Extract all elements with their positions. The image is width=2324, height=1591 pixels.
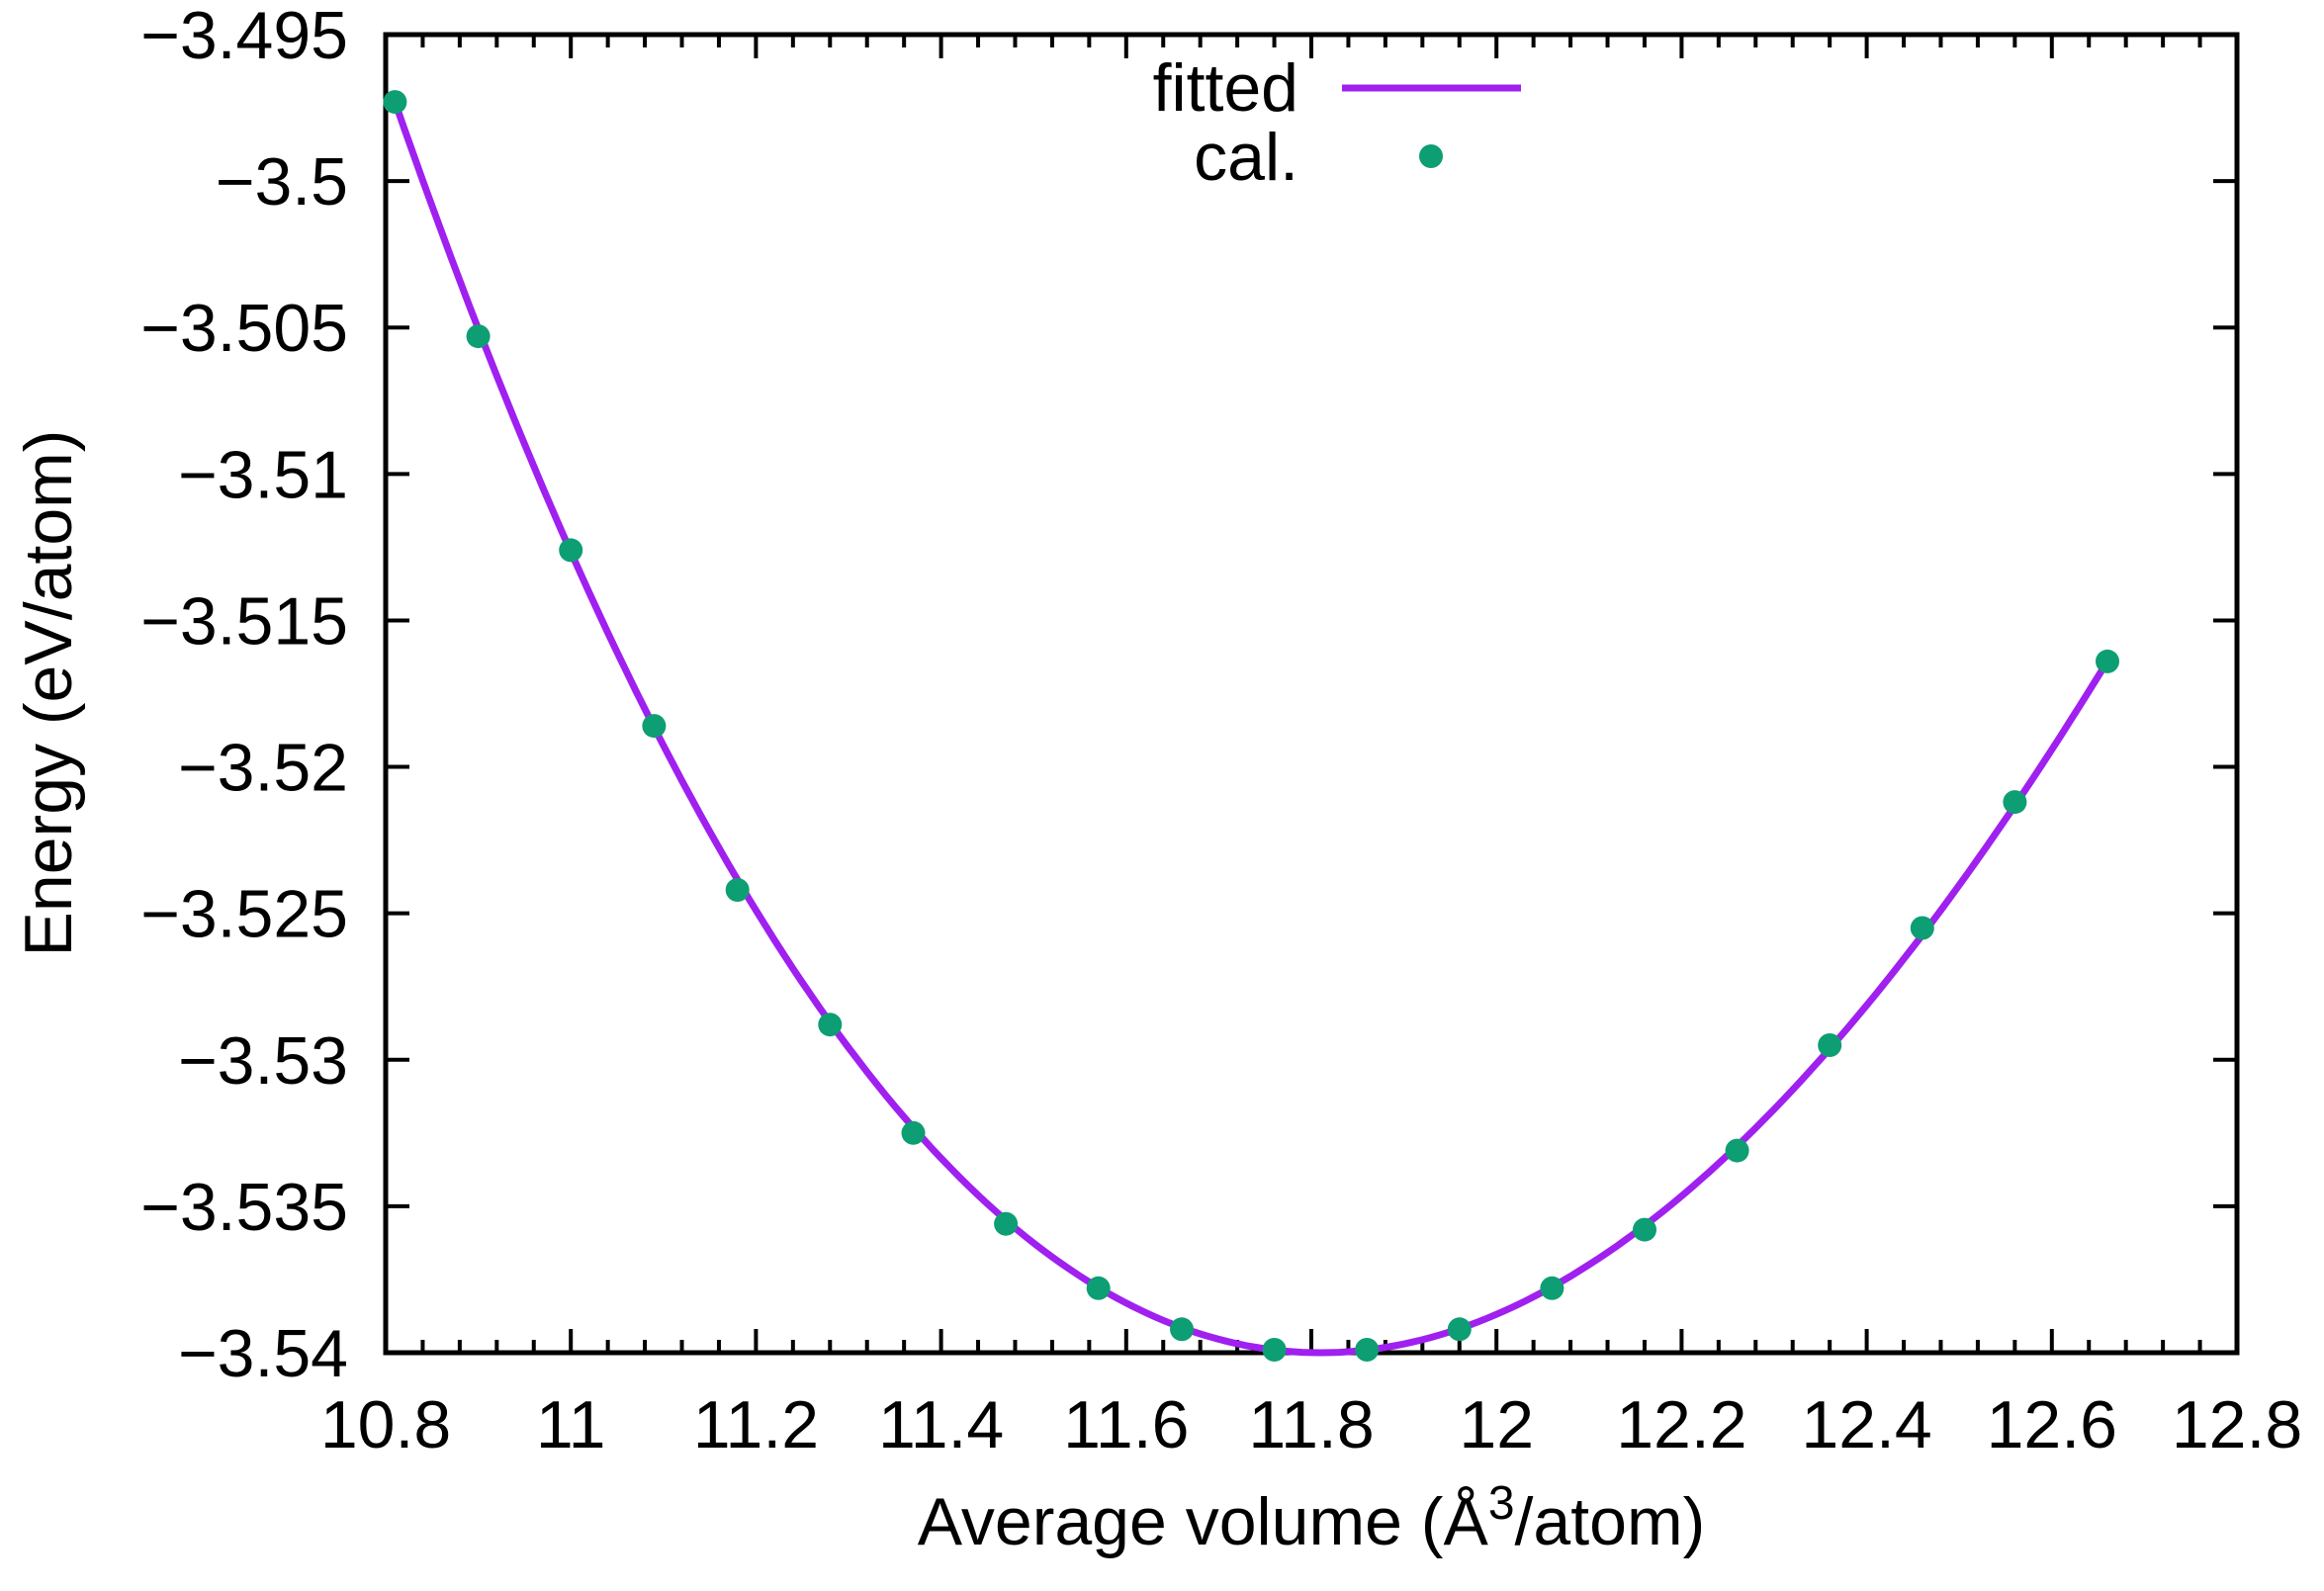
legend-label-cal: cal. xyxy=(1194,120,1298,195)
cal-point xyxy=(383,90,407,115)
cal-point xyxy=(1355,1338,1380,1362)
cal-point xyxy=(559,538,583,563)
y-axis-ticks xyxy=(386,33,2237,1355)
cal-point xyxy=(2003,790,2027,815)
fitted-line xyxy=(391,98,2111,1357)
cal-point xyxy=(1447,1317,1472,1342)
x-tick-label: 11.8 xyxy=(1248,1387,1374,1462)
y-tick-label: −3.525 xyxy=(140,877,348,952)
x-tick-label: 11.2 xyxy=(693,1387,819,1462)
x-axis-tick-labels: 10.8 11 11.2 11.4 11.6 11.8 12 12.2 12.4 12.6 12.8 xyxy=(320,1387,2302,1462)
y-tick-label: −3.52 xyxy=(178,731,348,806)
x-axis-title: Average volume (Å3/atom) xyxy=(918,1477,1705,1559)
cal-point xyxy=(901,1120,926,1145)
cal-point xyxy=(466,324,491,349)
legend-point-sample-icon xyxy=(1419,144,1443,168)
cal-point xyxy=(1262,1338,1287,1362)
y-tick-label: −3.54 xyxy=(178,1316,348,1391)
cal-point xyxy=(642,714,667,739)
cal-point xyxy=(818,1013,843,1037)
legend-item-cal: cal. xyxy=(1194,120,1443,195)
x-tick-label: 12.4 xyxy=(1801,1387,1931,1462)
y-tick-label: −3.51 xyxy=(178,437,348,512)
y-tick-label: −3.505 xyxy=(140,291,348,366)
cal-point xyxy=(2096,649,2119,673)
cal-point xyxy=(1725,1138,1749,1163)
legend-item-fitted: fitted xyxy=(1153,50,1521,126)
x-tick-label: 11.6 xyxy=(1063,1387,1189,1462)
cal-point xyxy=(1086,1276,1111,1300)
x-tick-label: 12.6 xyxy=(1987,1387,2117,1462)
fitted-curve xyxy=(391,98,2111,1357)
cal-point xyxy=(1170,1317,1194,1342)
x-tick-label: 12 xyxy=(1459,1387,1534,1462)
cal-point xyxy=(1633,1217,1656,1242)
y-axis-title: Energy (eV/atom) xyxy=(11,430,86,957)
legend-label-fitted: fitted xyxy=(1153,50,1298,126)
x-axis-ticks xyxy=(384,35,2239,1353)
y-tick-label: −3.515 xyxy=(140,583,348,659)
x-tick-label: 11 xyxy=(536,1387,606,1462)
y-tick-label: −3.5 xyxy=(216,144,348,220)
cal-point xyxy=(1540,1276,1564,1300)
cal-point xyxy=(994,1211,1019,1236)
cal-point xyxy=(1818,1033,1842,1057)
x-tick-label: 11.4 xyxy=(878,1387,1004,1462)
y-tick-label: −3.53 xyxy=(178,1023,348,1099)
cal-point xyxy=(725,878,750,902)
y-axis-tick-labels: −3.495 −3.5 −3.505 −3.51 −3.515 −3.52 −3.525 −3… xyxy=(140,0,348,1391)
x-tick-label: 12.2 xyxy=(1616,1387,1746,1462)
plot-border xyxy=(383,32,2240,1356)
cal-data-points xyxy=(383,90,2119,1362)
y-tick-label: −3.535 xyxy=(140,1170,348,1245)
x-tick-label: 12.8 xyxy=(2172,1387,2302,1462)
cal-point xyxy=(1910,916,1934,940)
x-tick-label: 10.8 xyxy=(320,1387,451,1462)
legend: fitted cal. xyxy=(1153,50,1521,195)
y-tick-label: −3.495 xyxy=(140,0,348,73)
